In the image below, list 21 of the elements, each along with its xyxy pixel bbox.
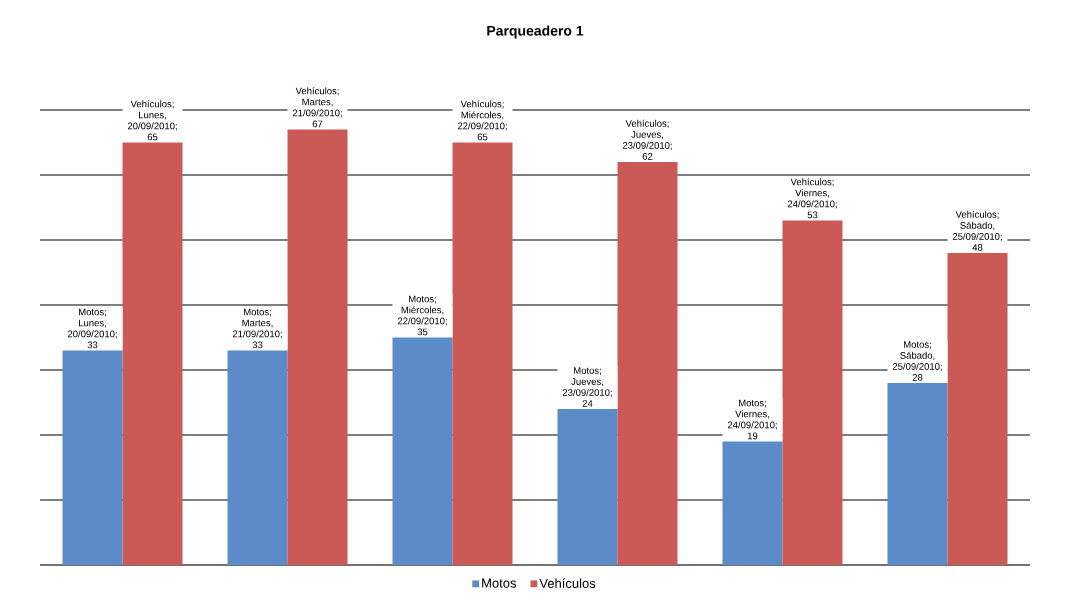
chart-title: Parqueadero 1 [487,25,584,39]
data-label: Motos; Martes, 21/09/2010; 33 [232,308,282,349]
bar [947,252,1008,565]
data-label: Motos; Sábado, 25/09/2010; 28 [892,341,942,381]
data-label: Vehículos; Sábado, 25/09/2010; 48 [952,210,1002,251]
bar [62,350,123,565]
data-label: Motos; Lunes, 20/09/2010; 33 [67,308,117,349]
legend-label: Vehículos [539,578,596,588]
data-label: Motos; Jueves, 23/09/2010; 24 [562,367,612,407]
bar [227,350,288,565]
data-label: Motos; Viernes, 24/09/2010; 19 [727,399,777,440]
bar [452,142,513,565]
data-label: Vehículos; Martes, 21/09/2010; 67 [292,87,342,128]
data-label: Vehículos; Jueves, 23/09/2010; 62 [622,119,672,160]
data-label: Vehículos; Lunes, 20/09/2010; 65 [127,100,177,141]
data-label: Vehículos; Viernes, 24/09/2010; 53 [787,178,837,219]
legend-label: Motos [482,578,517,588]
data-label: Motos; Miércoles, 22/09/2010; 35 [397,295,447,336]
bar [122,142,183,565]
data-label: Vehículos; Miércoles, 22/09/2010; 65 [457,100,507,141]
bar [287,129,348,565]
